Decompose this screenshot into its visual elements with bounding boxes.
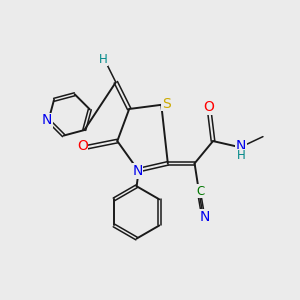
Text: N: N <box>132 164 143 178</box>
Text: O: O <box>77 140 88 153</box>
Text: N: N <box>200 210 211 224</box>
Text: N: N <box>42 113 52 128</box>
Text: O: O <box>203 100 214 114</box>
Text: H: H <box>99 52 107 66</box>
Text: H: H <box>237 149 246 162</box>
Text: C: C <box>196 185 205 198</box>
Text: N: N <box>236 139 246 153</box>
Text: S: S <box>162 97 170 111</box>
